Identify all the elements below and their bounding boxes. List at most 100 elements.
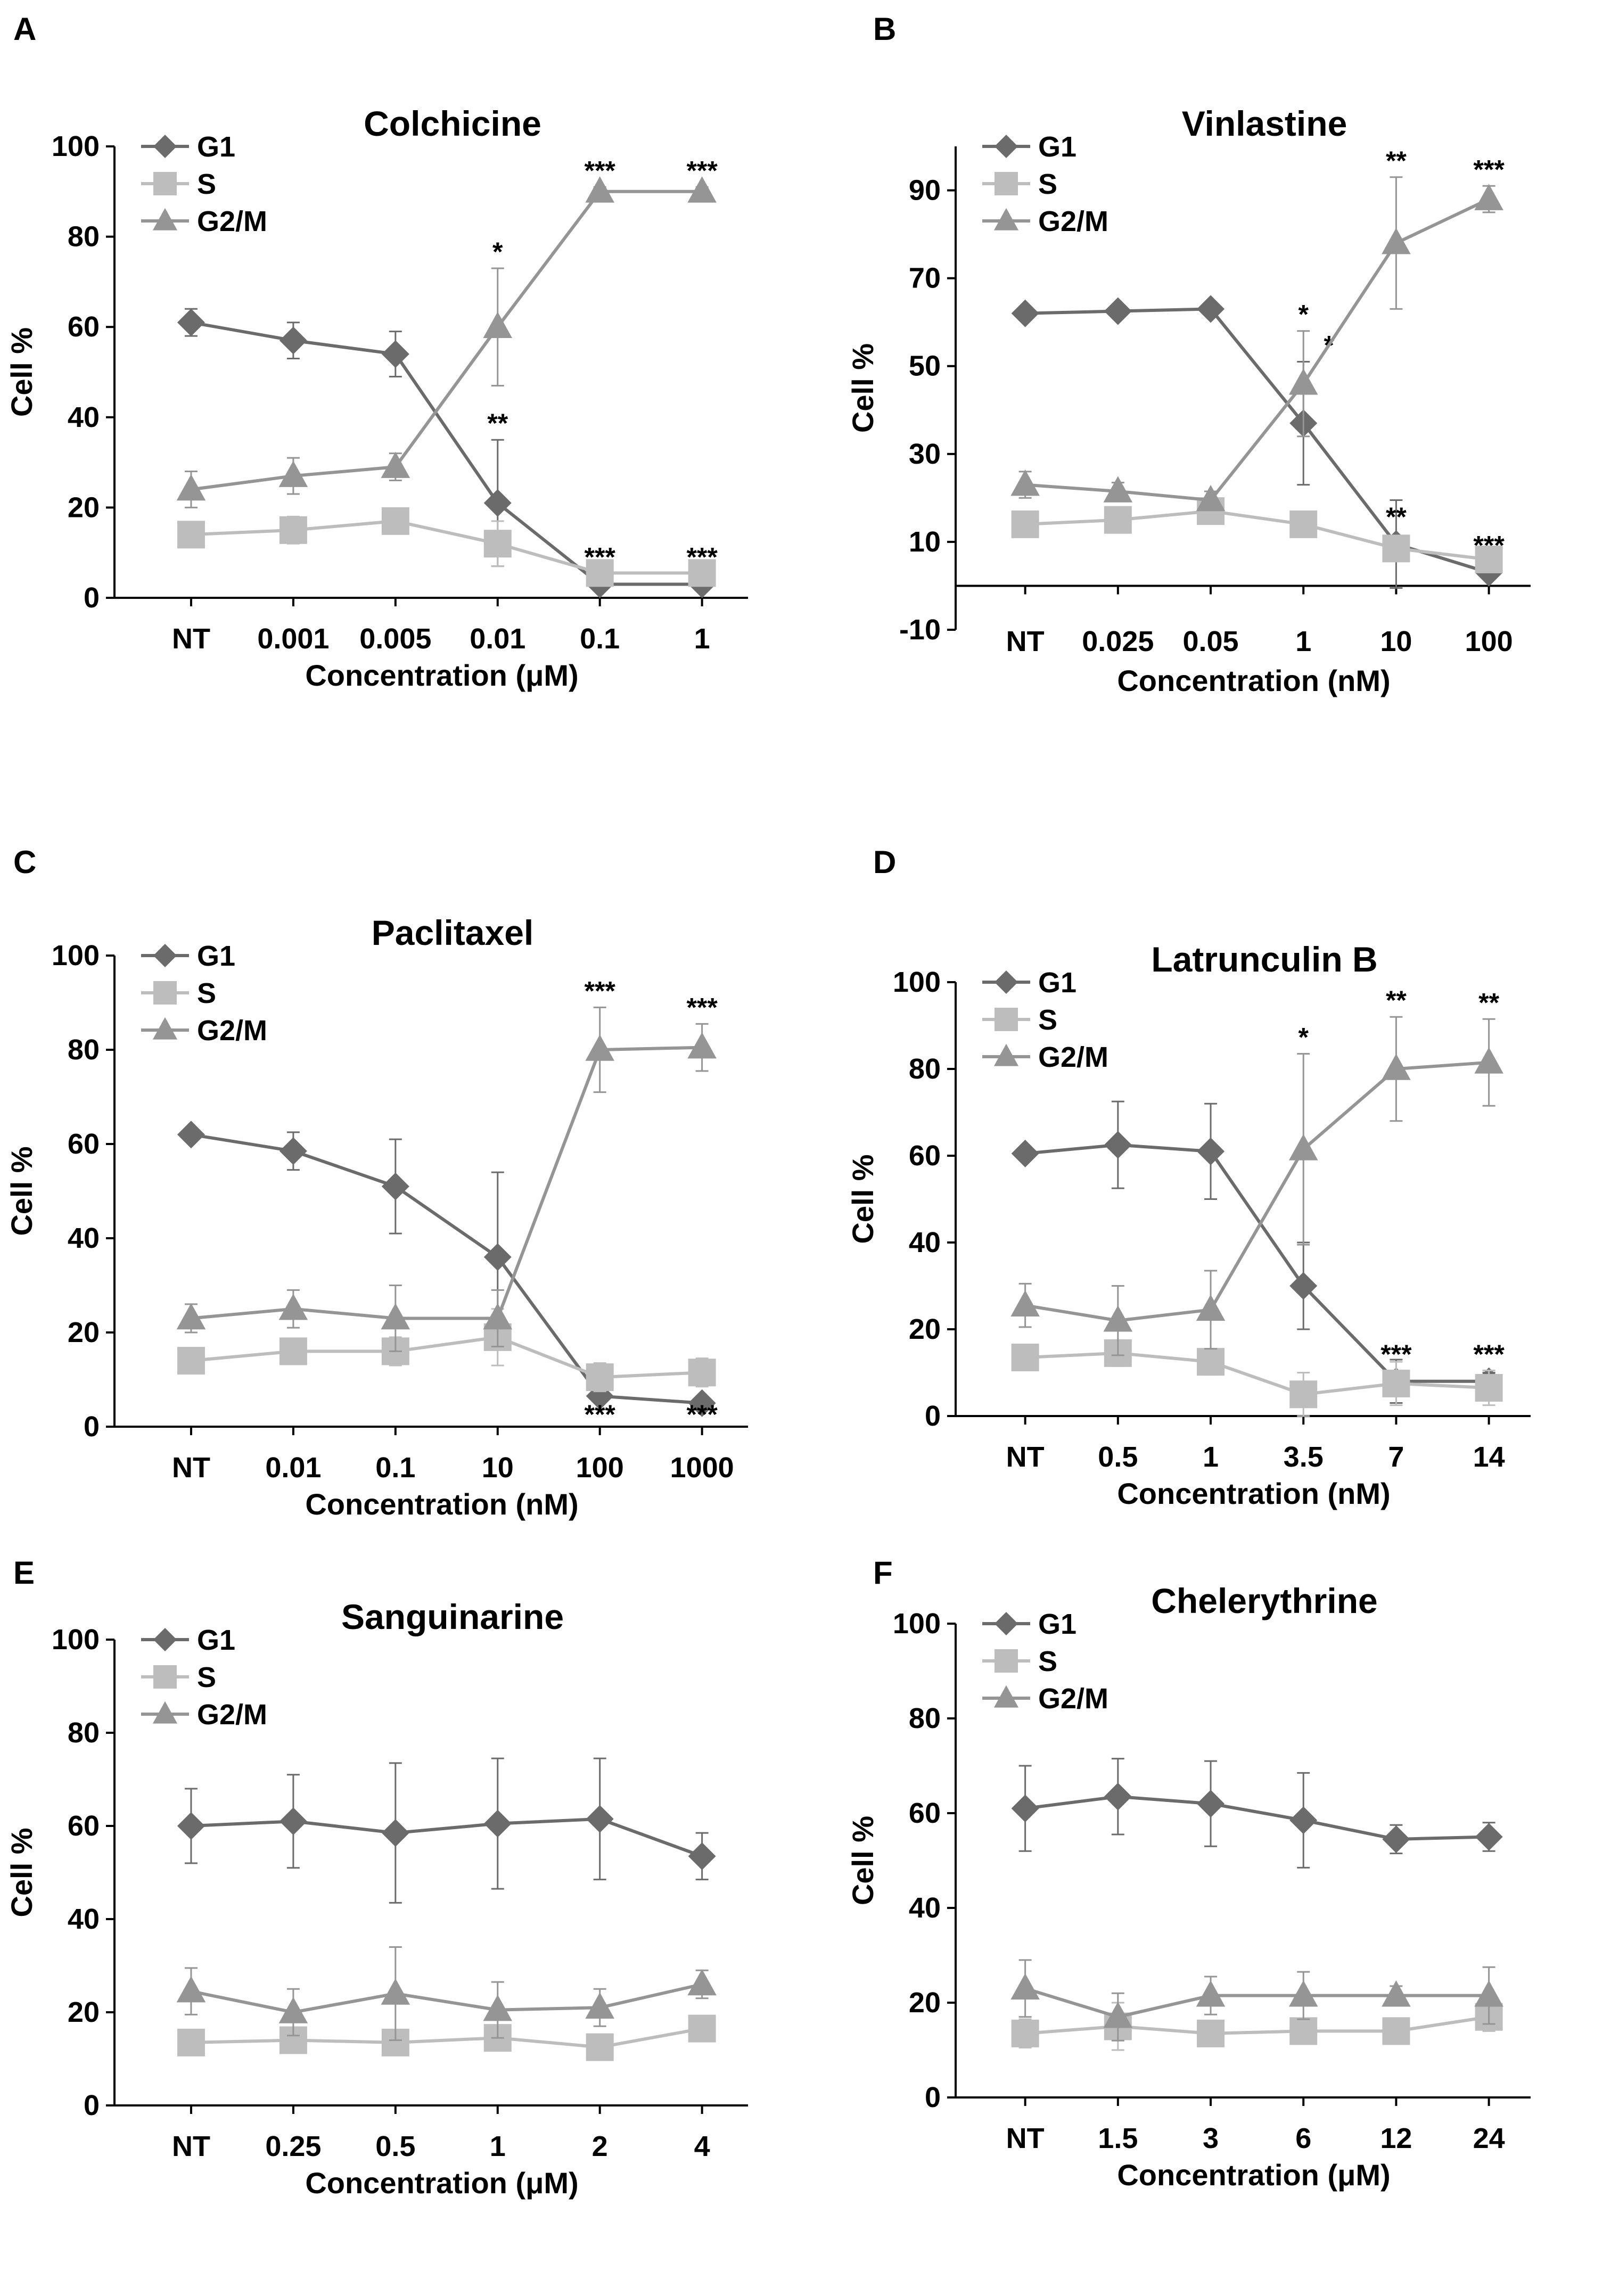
significance-mark: *** bbox=[686, 1400, 718, 1429]
chart-title: Vinlastine bbox=[1182, 104, 1347, 143]
panel-letter: F bbox=[873, 1555, 893, 1591]
y-tick-label: 80 bbox=[909, 1702, 941, 1734]
significance-mark: ** bbox=[1386, 146, 1407, 176]
panel-d: D Latrunculin B 0 20 40 60 80 100 NT 0.5 1 3.5 7 14 Co… bbox=[846, 844, 1531, 1510]
data-point-s bbox=[1382, 1369, 1410, 1397]
y-axis-label: Cell % bbox=[846, 343, 880, 433]
data-point-g2m bbox=[1010, 470, 1040, 496]
x-axis-label: Concentration (nM) bbox=[1117, 664, 1390, 697]
y-tick-label: 0 bbox=[925, 1400, 941, 1432]
x-axis-label: Concentration (μM) bbox=[305, 2166, 578, 2200]
y-tick-label: 30 bbox=[909, 438, 941, 470]
data-point-g1 bbox=[1197, 1137, 1225, 1165]
data-point-g1 bbox=[177, 1812, 205, 1840]
legend: G1 S G2/M bbox=[982, 967, 1108, 1073]
data-point-g1 bbox=[1197, 1790, 1225, 1818]
series-g2m: *** ** bbox=[1010, 985, 1503, 1356]
legend-label: S bbox=[197, 168, 216, 200]
y-tick-label: 100 bbox=[52, 1624, 100, 1656]
legend-label: G1 bbox=[197, 940, 235, 972]
legend-label: G1 bbox=[1038, 131, 1076, 163]
data-point-g1 bbox=[381, 340, 409, 368]
y-tick-label: 60 bbox=[68, 1128, 100, 1160]
series-g1 bbox=[177, 1757, 716, 1904]
series-line-g1 bbox=[1025, 1143, 1489, 1383]
panel-e: E Sanguinarine 0 20 40 60 80 100 NT 0.25 0.5 1 2 4 Con… bbox=[5, 1555, 748, 2200]
data-point-s bbox=[586, 2033, 614, 2061]
legend-marker-g1 bbox=[153, 135, 177, 158]
data-point-g2m bbox=[381, 451, 410, 478]
series-g1: ***** *** bbox=[177, 308, 718, 598]
data-point-g1 bbox=[688, 1389, 716, 1417]
y-tick-label: 60 bbox=[68, 1810, 100, 1842]
legend: G1 S G2/M bbox=[141, 940, 267, 1047]
series-g2m: ****** bbox=[1010, 146, 1505, 512]
data-point-s bbox=[279, 1337, 307, 1365]
series-line-g1 bbox=[191, 320, 702, 586]
data-point-s bbox=[1011, 2019, 1039, 2047]
x-tick-label: 0.001 bbox=[257, 623, 329, 655]
data-point-g2m bbox=[1288, 1980, 1318, 2007]
data-point-s bbox=[381, 507, 409, 535]
data-point-s bbox=[1011, 510, 1039, 538]
panel-b: B Vinlastine -10 10 30 50 70 90 NT 0.025 0.05 1 10 10… bbox=[846, 11, 1531, 697]
data-point-s bbox=[1104, 506, 1132, 534]
legend-label: S bbox=[197, 1661, 216, 1693]
significance-mark: *** bbox=[585, 155, 616, 185]
x-tick-label: 0.01 bbox=[265, 1452, 321, 1484]
data-point-g2m bbox=[278, 1997, 308, 2023]
x-tick-label: NT bbox=[1006, 1441, 1045, 1473]
series-s bbox=[1011, 497, 1503, 573]
y-tick-label: 40 bbox=[68, 1903, 100, 1935]
x-tick-label: 0.1 bbox=[580, 623, 620, 655]
data-point-g1 bbox=[1382, 1825, 1410, 1853]
x-tick-label: NT bbox=[172, 623, 210, 655]
panel-letter: E bbox=[13, 1555, 35, 1591]
y-tick-label: 100 bbox=[893, 966, 941, 998]
data-point-g2m bbox=[381, 1303, 410, 1330]
y-tick-label: 0 bbox=[84, 2089, 100, 2121]
series-g2m: ****** bbox=[176, 976, 718, 1352]
legend-marker-s bbox=[995, 1008, 1018, 1031]
series-g1 bbox=[1011, 1758, 1503, 1869]
y-tick-label: 20 bbox=[68, 1316, 100, 1348]
x-tick-label: 1.5 bbox=[1098, 2122, 1138, 2154]
data-point-g2m bbox=[585, 176, 614, 203]
y-tick-label: 10 bbox=[909, 526, 941, 558]
significance-mark: *** bbox=[1473, 1339, 1505, 1369]
data-point-s bbox=[1197, 1348, 1225, 1376]
data-point-g1 bbox=[177, 308, 205, 336]
y-axis-label: Cell % bbox=[5, 1828, 38, 1917]
data-point-s bbox=[1475, 1374, 1503, 1402]
x-tick-label: 2 bbox=[592, 2130, 608, 2162]
data-point-s bbox=[1475, 545, 1503, 573]
data-point-g2m bbox=[1474, 1980, 1503, 2007]
data-point-g2m bbox=[1196, 1980, 1226, 2007]
x-tick-label: 100 bbox=[576, 1452, 624, 1484]
data-point-g1 bbox=[483, 1243, 512, 1271]
series-line-g2m bbox=[191, 1046, 702, 1320]
x-tick-label: 0.01 bbox=[470, 623, 525, 655]
data-point-g2m bbox=[687, 1969, 717, 1996]
data-point-g1 bbox=[1104, 1131, 1132, 1159]
data-point-g1 bbox=[1197, 295, 1225, 323]
data-point-g1 bbox=[381, 1819, 409, 1847]
legend-marker-g2m bbox=[152, 1701, 178, 1724]
chart-title: Sanguinarine bbox=[341, 1597, 564, 1636]
x-tick-label: 3 bbox=[1203, 2122, 1219, 2154]
data-point-g1 bbox=[1011, 1139, 1039, 1167]
y-tick-label: 60 bbox=[909, 1797, 941, 1829]
data-point-g1 bbox=[279, 1807, 307, 1836]
series-line-s bbox=[191, 519, 702, 575]
y-tick-label: 100 bbox=[893, 1608, 941, 1640]
legend: G1 S G2/M bbox=[141, 131, 267, 237]
x-tick-label: 4 bbox=[694, 2130, 710, 2162]
y-tick-label: 20 bbox=[68, 491, 100, 523]
data-point-g2m bbox=[483, 1995, 513, 2021]
x-axis-label: Concentration (μM) bbox=[1117, 2158, 1390, 2192]
series-g2m: **** *** bbox=[176, 155, 718, 508]
data-point-s bbox=[688, 2014, 716, 2043]
y-tick-label: 40 bbox=[909, 1227, 941, 1258]
data-point-g2m bbox=[1010, 1290, 1040, 1316]
y-tick-label: 80 bbox=[909, 1053, 941, 1085]
